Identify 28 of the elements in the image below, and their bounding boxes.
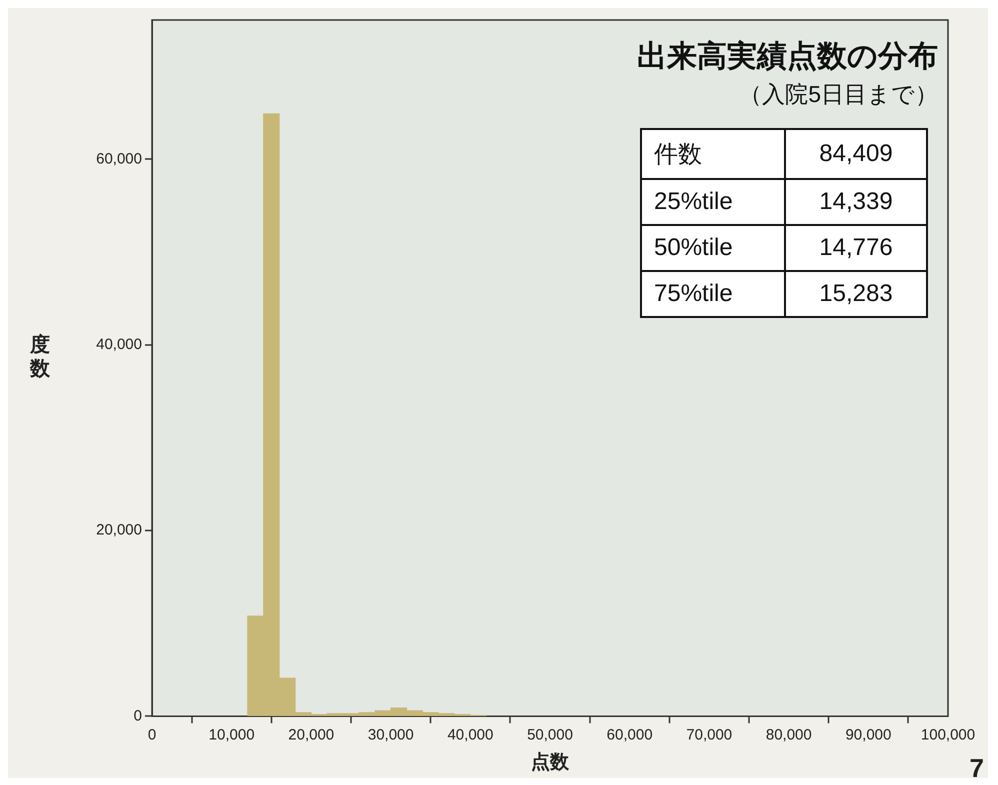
x-tick-label: 50,000: [527, 726, 573, 744]
annotation: 75%tile: [641, 271, 785, 317]
x-tick-label: 0: [148, 726, 156, 744]
y-tick-label: 0: [134, 707, 142, 724]
annotation: 50%tile: [641, 225, 785, 271]
text: （入院5日目まで）: [738, 80, 938, 109]
y-tick-label: 20,000: [96, 522, 142, 539]
x-tick-label: 100,000: [920, 726, 976, 744]
annotation: 件数: [641, 129, 785, 179]
x-tick-label: 60,000: [606, 726, 653, 744]
y-tick-label: 60,000: [96, 150, 142, 168]
x-axis-title: 点数: [531, 750, 570, 773]
text: 出来高実績点数の分布: [637, 38, 938, 75]
x-tick-label: 40,000: [447, 726, 494, 744]
x-tick-label: 80,000: [766, 726, 812, 744]
y-axis-title: 度数: [30, 333, 50, 381]
annotation: 15,283: [785, 271, 927, 317]
annotation: 84,409: [785, 129, 927, 179]
x-tick-label: 70,000: [686, 726, 732, 744]
x-tick-label: 30,000: [368, 726, 414, 744]
annotation: 25%tile: [641, 179, 785, 225]
x-tick-label: 20,000: [288, 726, 334, 744]
annotation: 14,339: [785, 179, 927, 225]
annotation: 14,776: [785, 225, 927, 271]
x-tick-label: 90,000: [845, 726, 892, 744]
x-tick-label: 10,000: [208, 726, 255, 744]
text: 7: [970, 753, 984, 784]
y-tick-label: 40,000: [96, 336, 142, 354]
